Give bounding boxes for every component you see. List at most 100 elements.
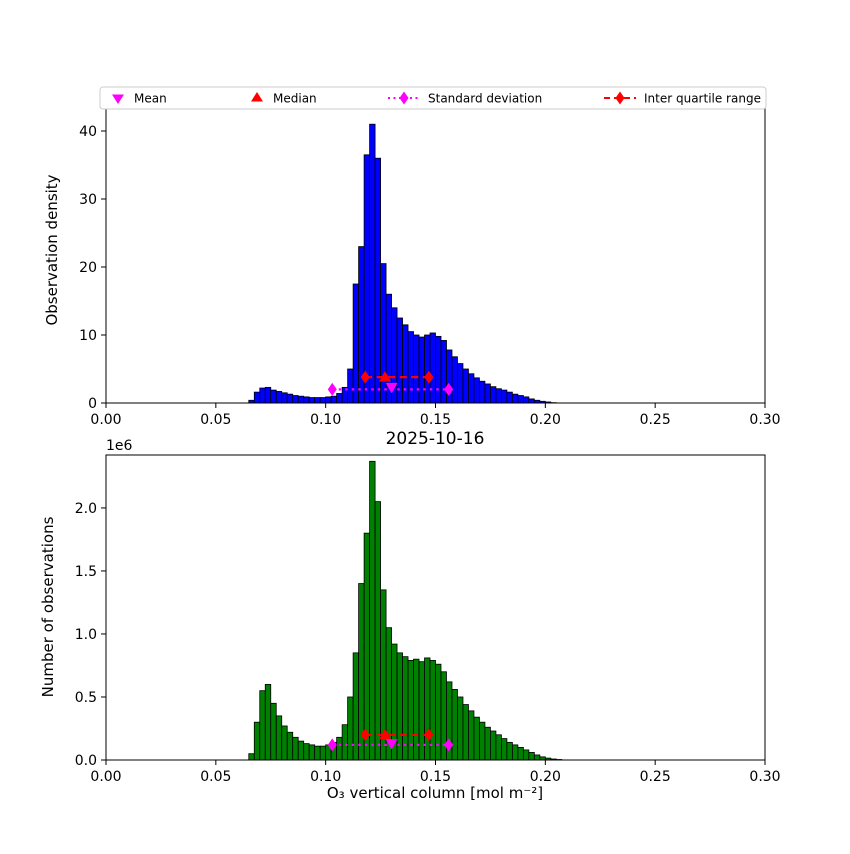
x-tick-label: 0.05 <box>200 769 231 785</box>
histogram-bar <box>479 381 484 403</box>
histogram-bar <box>518 747 523 760</box>
histogram-bar <box>271 390 276 403</box>
histogram-bar <box>287 732 292 760</box>
histogram-bar <box>496 389 501 403</box>
histogram-bar <box>282 726 287 760</box>
histogram-bar <box>370 461 375 760</box>
histogram-bar <box>320 746 325 760</box>
histogram-bar <box>293 737 298 760</box>
x-tick-label: 0.00 <box>90 412 121 428</box>
y-axis-label-top: Observation density <box>43 174 61 325</box>
histogram-bar <box>452 357 457 403</box>
histogram-bar <box>452 689 457 760</box>
x-tick-label: 0.10 <box>310 769 341 785</box>
histogram-bar <box>265 387 270 403</box>
histogram-bar <box>254 722 259 760</box>
histogram-bar <box>512 745 517 760</box>
histogram-bar <box>490 731 495 760</box>
histogram-bar <box>479 722 484 760</box>
y-tick-label: 20 <box>79 260 97 276</box>
y-tick-label: 0.5 <box>75 690 97 706</box>
histogram-bar <box>298 741 303 760</box>
histogram-bar <box>414 335 419 403</box>
histogram-bars <box>249 461 562 760</box>
histogram-bar <box>468 711 473 760</box>
legend-label-inter-quartile-range: Inter quartile range <box>644 92 761 106</box>
legend-label-standard-deviation: Standard deviation <box>428 92 542 106</box>
histogram-bar <box>490 387 495 403</box>
y-axis-label-bottom: Number of observations <box>39 516 57 697</box>
histogram-bar <box>309 745 314 760</box>
histogram-bar <box>501 739 506 760</box>
x-tick-label: 0.20 <box>530 412 561 428</box>
y-tick-label: 0.0 <box>75 753 97 769</box>
histogram-bar <box>523 397 528 403</box>
histogram-bar <box>534 755 539 760</box>
histogram-bar <box>441 340 446 403</box>
histogram-bar <box>337 737 342 760</box>
y-axis-offset-text: 1e6 <box>106 438 133 454</box>
y-tick-label: 1.5 <box>75 564 97 580</box>
histogram-bar <box>293 396 298 403</box>
histogram-bar <box>304 744 309 760</box>
x-tick-label: 0.25 <box>640 769 671 785</box>
histogram-bar <box>485 384 490 403</box>
histogram-bar <box>260 691 265 760</box>
histogram-bar <box>282 393 287 403</box>
histogram-bar <box>326 397 331 403</box>
histogram-bar <box>485 727 490 760</box>
histogram-bar <box>408 332 413 403</box>
histogram-bar <box>430 333 435 403</box>
histogram-bar <box>518 396 523 403</box>
histogram-bar <box>271 703 276 760</box>
histogram-bar <box>260 388 265 403</box>
histogram-bar <box>320 398 325 403</box>
histogram-bar <box>337 393 342 403</box>
histogram-bars <box>249 124 557 403</box>
x-tick-label: 0.30 <box>749 769 780 785</box>
histogram-bar <box>512 394 517 403</box>
histogram-bar <box>474 717 479 760</box>
histogram-bar <box>375 158 380 403</box>
histogram-bar <box>364 533 369 760</box>
histogram-bar <box>370 124 375 403</box>
x-tick-label: 0.30 <box>749 412 780 428</box>
histogram-bar <box>501 390 506 403</box>
histogram-bar <box>304 397 309 403</box>
y-tick-label: 1.0 <box>75 627 97 643</box>
histogram-bar <box>457 364 462 403</box>
y-tick-label: 10 <box>79 328 97 344</box>
histogram-bar <box>419 337 424 403</box>
legend-label-mean: Mean <box>134 92 167 106</box>
std-deviation-low-marker <box>328 383 337 396</box>
histogram-bar <box>364 155 369 403</box>
histogram-bar <box>331 396 336 403</box>
histogram-bar <box>287 394 292 403</box>
histogram-bar <box>249 754 254 760</box>
x-tick-label: 0.20 <box>530 769 561 785</box>
y-tick-label: 30 <box>79 192 97 208</box>
histogram-bar <box>463 369 468 403</box>
histogram-bar <box>298 396 303 403</box>
y-tick-label: 2.0 <box>75 501 97 517</box>
histogram-bar <box>425 335 430 403</box>
histogram-bar <box>342 725 347 760</box>
y-tick-label: 0 <box>88 396 97 412</box>
histogram-bar <box>468 374 473 403</box>
histogram-bar <box>457 697 462 760</box>
histogram-bar <box>529 752 534 760</box>
histogram-bar <box>381 264 386 403</box>
histogram-bar <box>523 750 528 760</box>
histogram-bar <box>529 399 534 403</box>
histogram-bar <box>276 391 281 403</box>
histogram-bar <box>315 746 320 760</box>
x-axis-label: O₃ vertical column [mol m⁻²] <box>327 784 543 802</box>
x-tick-label: 0.10 <box>310 412 341 428</box>
x-tick-label: 0.15 <box>420 769 451 785</box>
x-tick-label: 0.25 <box>640 412 671 428</box>
histogram-bar <box>348 369 353 403</box>
